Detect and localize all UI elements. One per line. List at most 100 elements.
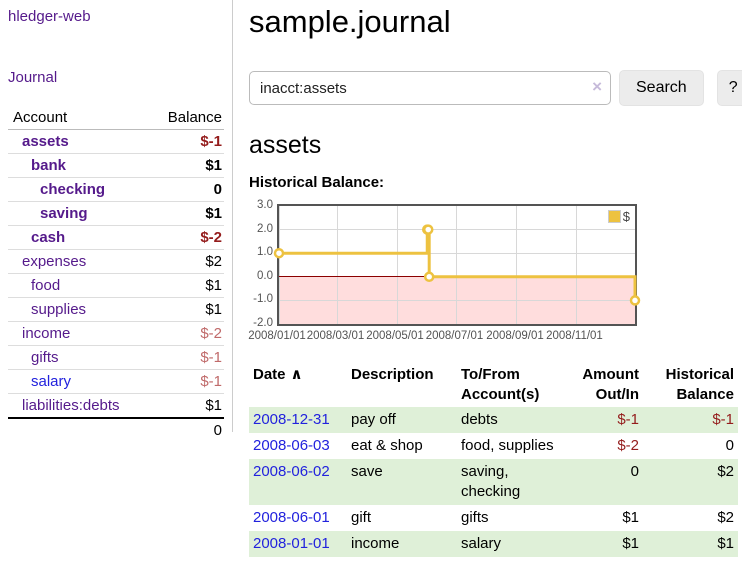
register-table: Date ∧ Description To/From Account(s) Amo… [249,363,738,557]
search-form: × Search ? [249,70,742,106]
transaction-accounts: gifts [461,509,489,526]
account-balance: $-1 [147,369,224,394]
transaction-date-link[interactable]: 2008-12-31 [253,411,330,428]
account-row: checking 0 [8,177,224,202]
chart-title: Historical Balance: [249,174,385,191]
x-tick-label: 2008/01/01 [248,330,306,342]
app-title: hledger-web [8,8,224,25]
search-button[interactable]: Search [619,70,704,106]
account-balance: $-1 [200,133,222,150]
chart-plot: $ [273,204,641,326]
register-row: 2008-06-01 gift gifts $1 $2 [249,505,738,531]
chart-line-svg [273,224,641,306]
y-tick-label: 0.0 [257,269,273,282]
register-row: 2008-12-31 pay off debts $-1 $-1 [249,407,738,433]
account-heading: assets [249,131,322,159]
help-button[interactable]: ? [716,70,742,106]
account-link[interactable]: salary [31,373,72,390]
account-balance: 0 [147,177,224,202]
sort-asc-icon: ∧ [290,366,303,383]
account-row: liabilities:debts $1 [8,393,224,418]
y-tick-label: 2.0 [257,222,273,235]
account-link[interactable]: income [22,325,71,342]
register-row: 2008-01-01 income salary $1 $1 [249,531,738,557]
x-tick-label: 2008/11/01 [546,330,603,342]
register-row: 2008-06-03 eat & shop food, supplies $-2… [249,433,738,459]
account-link[interactable]: expenses [22,253,87,270]
transaction-description: eat & shop [351,437,423,454]
accounts-total-row: 0 [8,417,224,442]
account-balance: $1 [147,297,224,322]
accounts-header-balance: Balance [147,106,224,130]
y-tick-label: -2.0 [253,317,273,329]
transaction-description: pay off [351,411,396,428]
transaction-date-link[interactable]: 2008-06-03 [253,437,330,454]
account-link[interactable]: checking [40,181,106,198]
account-link[interactable]: bank [31,157,67,174]
transaction-balance: 0 [725,437,734,454]
account-link[interactable]: saving [40,205,88,222]
account-balance: $1 [147,273,224,298]
y-tick-label: 3.0 [257,199,273,211]
account-link[interactable]: gifts [31,349,59,366]
account-link[interactable]: supplies [31,301,87,318]
register-header-date[interactable]: Date ∧ [253,366,303,383]
transaction-date-link[interactable]: 2008-06-02 [253,463,330,480]
app-title-link[interactable]: hledger-web [8,8,91,25]
transaction-description: save [351,463,383,480]
account-balance: $1 [147,153,224,178]
y-tick-label: 1.0 [257,246,273,259]
transaction-balance: $2 [717,463,734,480]
account-link[interactable]: cash [31,229,66,246]
sidebar-divider [232,0,233,432]
account-link[interactable]: assets [22,133,69,150]
account-balance: $-2 [147,321,224,346]
transaction-balance: $1 [717,535,734,552]
accounts-total: 0 [147,417,224,442]
transaction-date-link[interactable]: 2008-06-01 [253,509,330,526]
legend-swatch-icon [607,210,621,223]
register-header-balance: Historical Balance [665,366,734,403]
clear-search-icon[interactable]: × [592,77,602,96]
historical-balance-chart: 3.0 2.0 1.0 0.0 -1.0 -2.0 $ 2008/01/01 2008/03… [248,199,738,346]
transaction-date-link[interactable]: 2008-01-01 [253,535,330,552]
account-row: supplies $1 [8,297,224,322]
accounts-table: Account Balance assets $-1 bank $1 check… [8,106,224,442]
account-row: assets $-1 [8,130,224,154]
account-link[interactable]: food [31,277,61,294]
account-balance: $1 [147,393,224,418]
account-row: expenses $2 [8,249,224,274]
main-content: sample.journal × Search ? assets Histori… [248,0,742,557]
transaction-amount: $-1 [617,411,639,428]
transaction-accounts: food, supplies [461,437,554,454]
chart-y-axis: 3.0 2.0 1.0 0.0 -1.0 -2.0 [249,199,273,329]
register-row: 2008-06-02 save saving, checking 0 $2 [249,459,738,505]
transaction-description: gift [351,509,372,526]
transaction-accounts: saving, checking [461,463,521,500]
sidebar-item-journal[interactable]: Journal [8,69,58,86]
transaction-accounts: salary [461,535,502,552]
register-header-amount: Amount Out/In [582,366,639,403]
transaction-balance: $2 [717,509,734,526]
account-row: income $-2 [8,321,224,346]
account-link[interactable]: liabilities:debts [22,397,120,414]
accounts-header-account: Account [8,106,148,130]
page-title: sample.journal [249,4,451,39]
account-balance: $-1 [147,345,224,370]
transaction-balance: $-1 [712,411,734,428]
y-tick-label: -1.0 [253,293,273,306]
transaction-amount: $1 [622,509,639,526]
account-row: salary $-1 [8,369,224,394]
account-balance: $-2 [147,225,224,250]
transaction-amount: $-2 [617,437,639,454]
account-row: cash $-2 [8,225,224,250]
search-input[interactable] [249,71,611,105]
x-tick-label: 2008/05/01 [366,330,424,342]
chart-legend: $ [607,209,630,224]
account-balance: $2 [147,249,224,274]
accounts-tbody: assets $-1 bank $1 checking 0 saving $1 … [8,130,224,442]
chart-x-axis: 2008/01/01 2008/03/01 2008/05/01 2008/07/01… [248,330,637,346]
register-header-description: Description [351,366,434,383]
transaction-amount: $1 [622,535,639,552]
register-tbody: 2008-12-31 pay off debts $-1 $-1 2008-06… [249,407,738,557]
